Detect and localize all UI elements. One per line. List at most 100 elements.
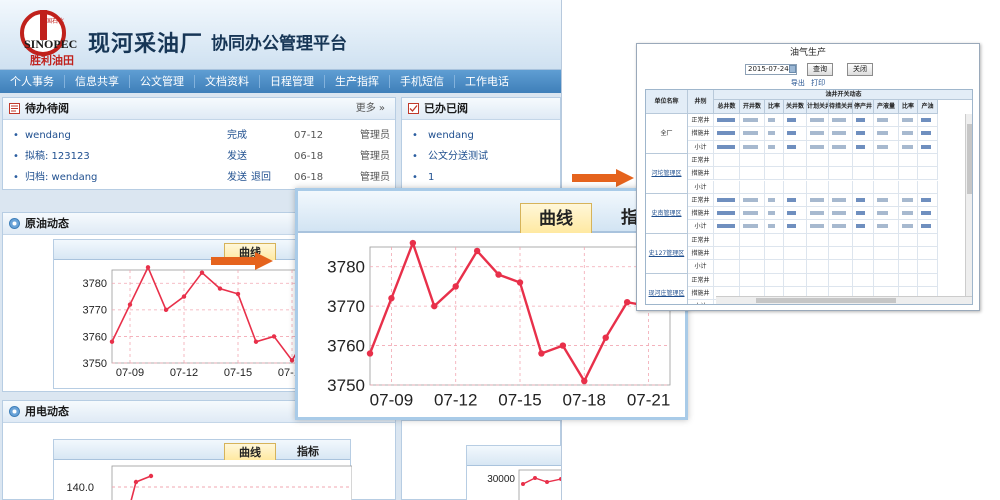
data-cell [853, 167, 874, 181]
data-cell [784, 273, 807, 287]
nav-files[interactable]: 文档资料 [195, 75, 260, 88]
date-input[interactable]: 2015-07-24 [745, 64, 797, 75]
data-cell [807, 127, 829, 141]
close-button[interactable]: 关闭 [847, 63, 873, 76]
obscured-value [832, 211, 846, 216]
data-cell [765, 140, 784, 154]
nav-schedule[interactable]: 日程管理 [260, 75, 325, 88]
todo-action-link[interactable]: 发送 [227, 151, 247, 162]
data-cell [807, 153, 829, 168]
unit-name-cell[interactable]: 史南管理区 [646, 193, 688, 234]
data-cell [829, 180, 853, 194]
data-point [559, 477, 561, 481]
todo-action-link[interactable]: 发送 [227, 172, 247, 183]
column-header: 停产井 [853, 100, 874, 114]
nav-personal[interactable]: 个人事务 [10, 75, 65, 88]
todo-action-link[interactable]: 完成 [227, 130, 247, 141]
print-link[interactable]: 打印 [811, 79, 826, 87]
data-cell [765, 167, 784, 181]
power-chart-tabs: 曲线 指标 [54, 440, 350, 460]
data-cell [874, 153, 899, 168]
data-cell [740, 153, 765, 168]
obscured-value [717, 224, 735, 229]
x-tick-label: 07-15 [224, 367, 252, 379]
todo-title-link[interactable]: 拟稿: 123123 [25, 151, 90, 162]
nav-production[interactable]: 生产指挥 [325, 75, 390, 88]
tab-curve[interactable]: 曲线 [520, 203, 592, 233]
data-cell [740, 273, 765, 287]
nav-sms[interactable]: 手机短信 [390, 75, 455, 88]
vertical-scrollbar[interactable] [965, 114, 972, 296]
unit-name-cell[interactable]: 现河庄管理区 [646, 273, 688, 304]
data-point [559, 342, 567, 349]
obscured-value [717, 197, 735, 202]
obscured-value [921, 131, 931, 136]
nav-document-mgmt[interactable]: 公文管理 [130, 75, 195, 88]
done-row: • 公文分送测试 [402, 146, 560, 167]
calendar-icon[interactable] [789, 65, 796, 73]
data-cell [874, 207, 899, 221]
data-cell [807, 193, 829, 208]
todo-title-link[interactable]: wendang [25, 130, 71, 141]
y-tick-label: 3760 [327, 337, 365, 356]
header-banner: 中国石化 SINOPEC 胜利油田 现河采油厂 协同办公管理平台 [0, 0, 561, 70]
obscured-value [877, 224, 888, 229]
obscured-value [743, 224, 758, 229]
tab-indicator[interactable]: 指标 [297, 445, 319, 458]
vertical-scroll-thumb[interactable] [967, 124, 972, 194]
data-cell [899, 220, 918, 234]
todo-row: • 拟稿: 123123 发送 06-18 管理员 [3, 146, 395, 167]
obscured-value [787, 197, 796, 202]
data-cell [853, 114, 874, 128]
arrow-right-icon [572, 169, 634, 187]
unit-name-cell[interactable]: 史127管理区 [646, 233, 688, 274]
todo-row: • wendang 完成 07-12 管理员 [3, 125, 395, 146]
data-point [581, 377, 588, 385]
data-cell [918, 220, 938, 234]
data-cell [765, 153, 784, 168]
data-cell [829, 207, 853, 221]
x-tick-label: 07-09 [116, 367, 144, 379]
data-cell [784, 140, 807, 154]
tab-curve[interactable]: 曲线 [224, 243, 276, 260]
data-cell [829, 273, 853, 287]
right-line-chart: 30000 [487, 469, 561, 500]
col-type-header: 井别 [688, 90, 714, 114]
done-title-link[interactable]: wendang [428, 130, 474, 141]
data-cell [918, 153, 938, 168]
data-point [602, 334, 609, 341]
obscured-value [856, 118, 865, 122]
obscured-value [743, 131, 758, 136]
done-title-link[interactable]: 公文分送测试 [428, 151, 488, 162]
obscured-value [856, 131, 865, 136]
power-line-chart: 140.0 [66, 465, 352, 500]
tab-curve[interactable]: 曲线 [224, 443, 276, 460]
todo-title-link[interactable]: 归档: wendang [25, 172, 98, 183]
todo-return-link[interactable]: 退回 [251, 172, 271, 183]
horizontal-scroll-thumb[interactable] [756, 298, 896, 303]
data-cell [784, 247, 807, 261]
nav-info-share[interactable]: 信息共享 [65, 75, 130, 88]
y-tick-label: 3780 [83, 278, 107, 290]
data-cell [765, 193, 784, 208]
obscured-value [768, 144, 775, 149]
window-links: 导出 打印 [637, 78, 979, 88]
obscured-value [810, 197, 824, 202]
data-cell [829, 140, 853, 154]
nav-phone[interactable]: 工作电话 [465, 75, 509, 88]
query-button[interactable]: 查询 [807, 63, 833, 76]
data-cell [740, 127, 765, 141]
export-link[interactable]: 导出 [790, 79, 805, 87]
unit-name-cell[interactable]: 河坨管理区 [646, 153, 688, 194]
todo-icon [9, 103, 20, 114]
obscured-value [921, 197, 931, 202]
horizontal-scrollbar[interactable] [716, 296, 972, 304]
logo-tagline: 中国石化 [40, 18, 65, 25]
data-cell [765, 220, 784, 234]
y-tick-label: 3750 [327, 376, 365, 395]
data-cell [784, 207, 807, 221]
todo-more-link[interactable]: 更多 » [355, 103, 385, 114]
done-title-link[interactable]: 1 [428, 172, 435, 183]
data-point [409, 239, 417, 247]
obscured-value [787, 211, 796, 216]
